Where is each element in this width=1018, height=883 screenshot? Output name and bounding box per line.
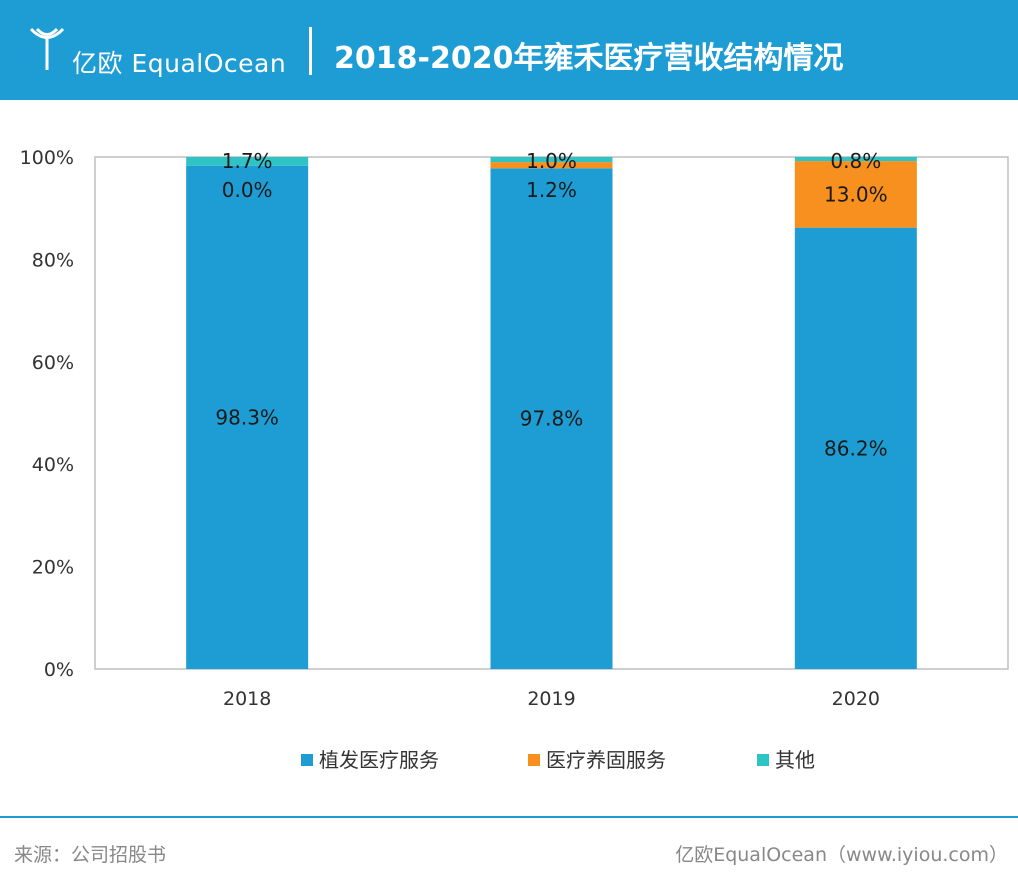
bar-data-label: 86.2% [824,436,888,460]
legend-label: 其他 [775,748,815,772]
x-tick-label: 2020 [832,688,880,710]
y-tick-label: 100% [20,147,74,169]
legend-swatch [528,754,540,766]
page-title: 2018-2020年雍禾医疗营收结构情况 [334,41,844,76]
source-note: 来源：公司招股书 [14,844,167,866]
bar-data-label: 97.8% [520,407,584,431]
bar-data-label: 1.0% [526,149,577,173]
equalocean-logo-icon [29,27,65,70]
y-tick-label: 40% [32,454,74,476]
bar-segment [794,157,917,162]
legend-swatch [757,754,769,766]
legend-label: 医疗养固服务 [546,748,666,772]
logo-text: 亿欧 EqualOcean [72,49,287,78]
bar-data-label: 1.7% [222,149,273,173]
legend-label: 植发医疗服务 [319,748,439,772]
bar-data-label: 1.2% [526,178,577,202]
bar-segment [186,165,309,669]
bar-data-label: 98.3% [215,405,279,429]
header-divider [309,27,312,75]
credit-note: 亿欧EqualOcean（www.iyiou.com） [675,844,1008,866]
bar-segment [186,157,309,166]
footer-divider [0,816,1018,818]
y-tick-label: 60% [32,352,74,374]
legend-swatch [301,754,313,766]
y-tick-label: 0% [44,659,74,681]
x-tick-label: 2019 [527,688,575,710]
bar-segment [794,227,917,669]
stacked-bar-chart: 0% 20% 40% 60% 80% 100% 98.3% 0.0% 1.7% 2018 97.8%… [20,147,1009,772]
y-tick-label: 80% [32,249,74,271]
x-tick-label: 2018 [223,688,271,710]
bar-segment [490,168,613,669]
header-banner: 亿欧 EqualOcean 2018-2020年雍禾医疗营收结构情况 [0,0,1018,100]
bar-segment [794,161,917,228]
bar-segment [490,157,613,163]
bar-data-label: 13.0% [824,182,888,206]
bar-data-label: 0.0% [222,178,273,202]
bar-data-label: 0.8% [830,149,881,173]
y-tick-label: 20% [32,557,74,579]
bar-segment [490,162,613,169]
